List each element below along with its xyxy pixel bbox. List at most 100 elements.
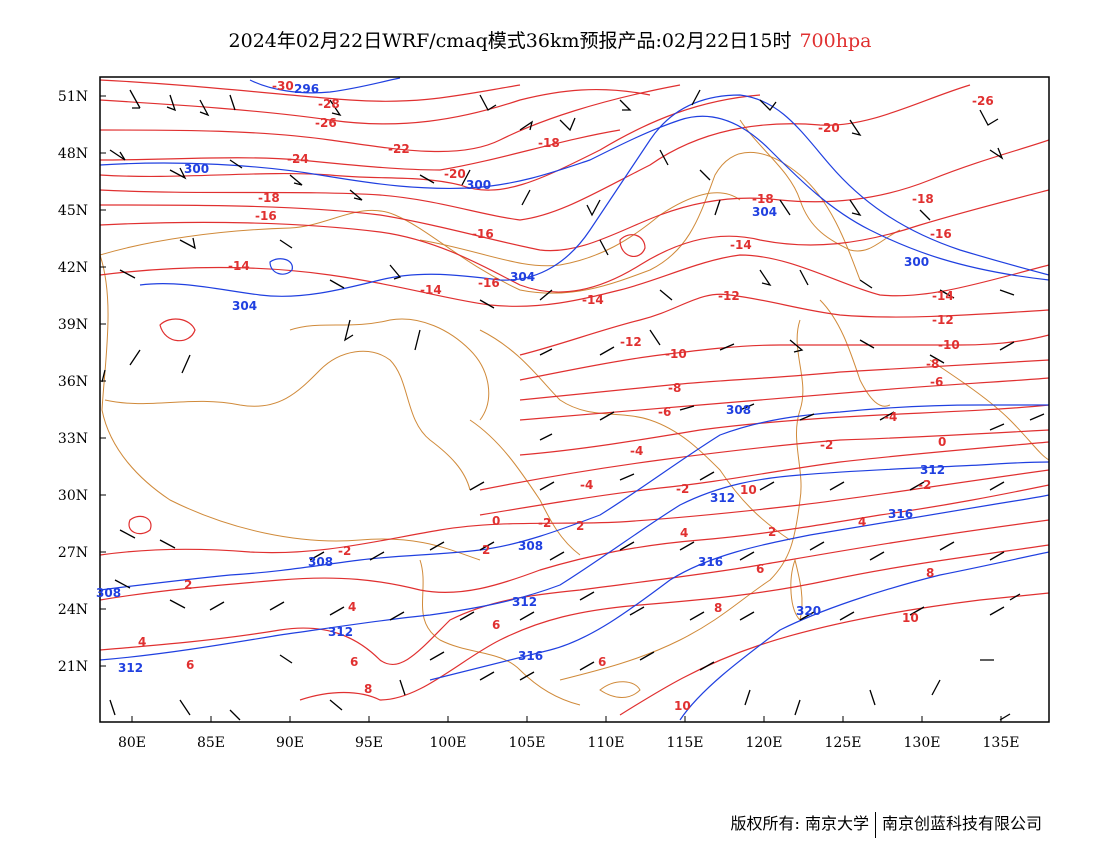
x-tick-label: 105E <box>509 735 546 751</box>
temperature-label: -20 <box>818 121 840 135</box>
borders <box>100 119 1049 706</box>
temperature-label: -16 <box>478 276 500 290</box>
temperature-label: 6 <box>492 618 500 632</box>
temperature-label: -2 <box>338 544 351 558</box>
height-label: 308 <box>518 539 543 553</box>
yunnan-outline <box>419 559 581 706</box>
temperature-label: 10 <box>740 483 757 497</box>
temperature-label: -18 <box>752 192 774 206</box>
tibet-outline <box>104 350 471 491</box>
temperature-label: -14 <box>582 293 604 307</box>
height-label: 320 <box>796 604 821 618</box>
temperature-label: -16 <box>472 227 494 241</box>
temperature-label: -12 <box>718 289 740 303</box>
temperature-label: 8 <box>364 682 372 696</box>
temperature-label: 6 <box>350 655 358 669</box>
isotherm-10 <box>619 592 1049 716</box>
height-296 <box>249 77 401 94</box>
sichuan-outline <box>469 419 581 556</box>
height-label: 296 <box>294 82 319 96</box>
height-label: 316 <box>888 507 913 521</box>
height-label: 312 <box>328 625 353 639</box>
barb-group-7 <box>114 579 1021 621</box>
temperature-label: -16 <box>255 209 277 223</box>
height-label: 304 <box>752 205 777 219</box>
height-labels: 296 300 300 300 304 304 304 308 308 308 … <box>96 82 945 675</box>
temperature-label: -14 <box>730 238 752 252</box>
y-tick-label: 24N <box>58 602 88 618</box>
height-label: 312 <box>710 491 735 505</box>
temperature-label: -28 <box>318 97 340 111</box>
x-tick-label: 120E <box>746 735 783 751</box>
temperature-label: -12 <box>620 335 642 349</box>
height-label: 312 <box>118 661 143 675</box>
temperature-label: -18 <box>912 192 934 206</box>
height-312 <box>100 461 1049 661</box>
qinghai-outline <box>289 318 490 421</box>
isotherm-minus6 <box>519 377 1049 421</box>
pressure-level: 700hpa <box>799 30 872 52</box>
copyright-left: 版权所有: 南京大学 <box>730 814 869 833</box>
x-tick-label: 125E <box>825 735 862 751</box>
height-label: 316 <box>518 649 543 663</box>
height-label: 308 <box>308 555 333 569</box>
wind-barbs <box>101 89 1045 721</box>
x-tick-label: 95E <box>355 735 383 751</box>
x-tick-label: 90E <box>276 735 304 751</box>
height-label: 304 <box>232 299 257 313</box>
x-tick-label: 130E <box>904 735 941 751</box>
china-border-north <box>100 151 861 294</box>
temperature-label: -2 <box>918 478 931 492</box>
temperature-label: -16 <box>930 227 952 241</box>
temperature-label: -30 <box>272 79 294 93</box>
temperature-label: -22 <box>388 142 410 156</box>
height-label: 300 <box>184 162 209 176</box>
temperature-label: -20 <box>444 167 466 181</box>
temperature-label: -12 <box>932 313 954 327</box>
temperature-label: -2 <box>538 516 551 530</box>
temperature-label: 0 <box>492 514 500 528</box>
temperature-label: 4 <box>680 526 688 540</box>
y-tick-label: 33N <box>58 431 88 447</box>
isotherm-minus12 <box>519 293 1049 356</box>
isotherm-zero <box>479 441 1049 516</box>
height-320 <box>679 551 1049 721</box>
temperature-label: -26 <box>315 116 337 130</box>
temperature-label: -10 <box>938 338 960 352</box>
height-contours <box>100 77 1049 721</box>
temperature-label: -24 <box>287 152 309 166</box>
isotherm-minus8 <box>519 359 1049 401</box>
temperature-label: -4 <box>580 478 593 492</box>
temperature-label: 8 <box>926 566 934 580</box>
temperature-label: 2 <box>768 525 776 539</box>
title-main: 2024年02月22日WRF/cmaq模式36km预报产品:02月22日15时 <box>228 30 792 52</box>
temperature-label: 2 <box>184 578 192 592</box>
central-provinces <box>479 329 791 541</box>
y-tick-label: 39N <box>58 317 88 333</box>
height-308 <box>100 404 1049 591</box>
temperature-label: -2 <box>676 482 689 496</box>
temperature-label: -8 <box>668 381 681 395</box>
height-304 <box>139 94 1049 297</box>
height-label: 300 <box>466 178 491 192</box>
isotherm-minus26 <box>100 84 681 153</box>
barb-group-5 <box>101 369 1045 491</box>
height-label: 316 <box>698 555 723 569</box>
height-label: 304 <box>510 270 535 284</box>
height-label: 300 <box>904 255 929 269</box>
temperature-label: 4 <box>138 635 146 649</box>
copyright-right: 南京创蓝科技有限公司 <box>881 814 1042 833</box>
temperature-label: 10 <box>674 699 691 713</box>
temperature-label: -6 <box>930 375 943 389</box>
isotherm-2 <box>100 469 1049 556</box>
height-label: 312 <box>512 595 537 609</box>
barb-group-1 <box>129 89 999 137</box>
temperature-label: 0 <box>938 435 946 449</box>
y-tick-label: 30N <box>58 488 88 504</box>
isotherm-minus2 <box>479 429 1049 491</box>
japan-outline <box>929 359 1049 461</box>
temperature-label: 4 <box>348 600 356 614</box>
x-tick-label: 110E <box>588 735 625 751</box>
barb-group-8 <box>109 651 1011 721</box>
footer-divider <box>874 811 876 838</box>
